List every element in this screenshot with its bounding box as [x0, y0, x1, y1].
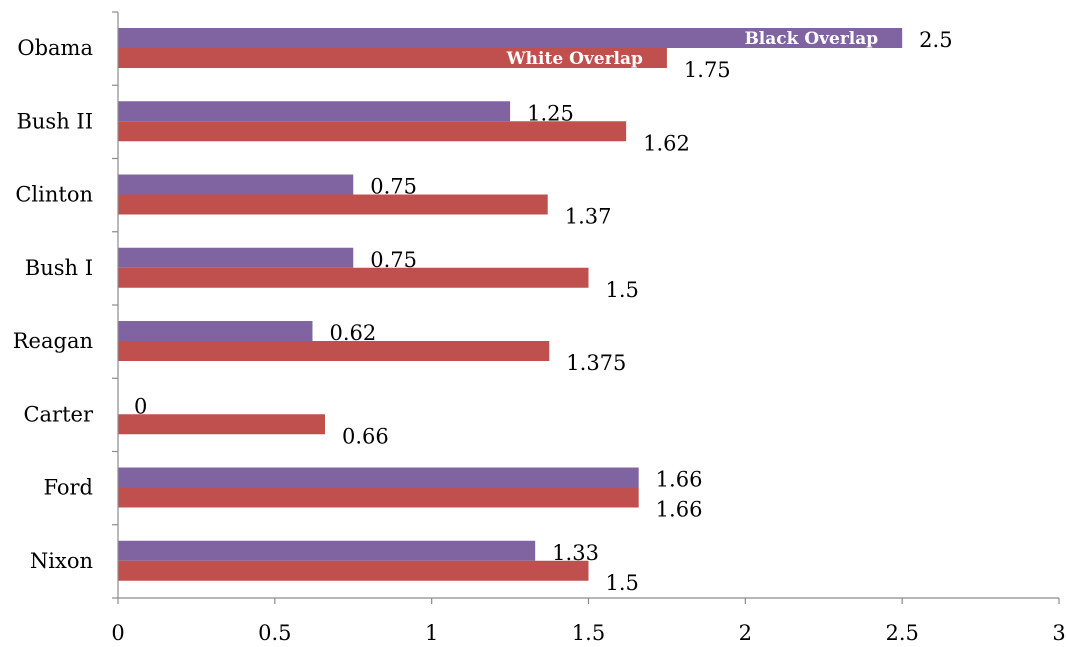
- value-label-white-overlap-nixon: 1.5: [606, 571, 639, 595]
- category-label-clinton: Clinton: [15, 183, 93, 207]
- bar-black-overlap-bush-ii: [118, 101, 511, 122]
- value-label-white-overlap-reagan: 1.375: [566, 351, 626, 375]
- category-label-bush-i: Bush I: [25, 256, 93, 280]
- bar-white-overlap-obama: [118, 48, 667, 68]
- series-name-label-black-overlap: Black Overlap: [744, 29, 878, 49]
- bar-black-overlap-obama: [118, 28, 903, 48]
- value-label-white-overlap-bush-i: 1.5: [606, 278, 639, 302]
- category-label-reagan: Reagan: [13, 329, 93, 353]
- bar-white-overlap-nixon: [118, 560, 589, 581]
- category-label-ford: Ford: [43, 476, 93, 500]
- bar-black-overlap-ford: [118, 467, 639, 488]
- x-tick-label: 0: [111, 621, 124, 645]
- value-label-white-overlap-clinton: 1.37: [565, 205, 612, 229]
- x-tick-label: 2: [739, 621, 752, 645]
- bar-black-overlap-clinton: [118, 174, 354, 195]
- bar-white-overlap-carter: [118, 414, 326, 435]
- value-label-white-overlap-bush-ii: 1.62: [643, 131, 690, 155]
- value-label-white-overlap-obama: 1.75: [684, 58, 731, 82]
- x-tick-label: 1.5: [572, 621, 605, 645]
- series-name-label-white-overlap: White Overlap: [506, 49, 643, 69]
- bar-white-overlap-clinton: [118, 194, 548, 215]
- x-tick-label: 0.5: [258, 621, 291, 645]
- value-label-white-overlap-carter: 0.66: [342, 424, 389, 448]
- value-label-black-overlap-ford: 1.66: [656, 468, 703, 492]
- bar-black-overlap-reagan: [118, 321, 313, 341]
- x-tick-label: 2.5: [885, 621, 918, 645]
- category-label-carter: Carter: [23, 402, 93, 426]
- value-label-black-overlap-carter: 0: [134, 394, 147, 418]
- bar-white-overlap-bush-ii: [118, 121, 627, 142]
- category-label-obama: Obama: [17, 36, 93, 60]
- value-label-black-overlap-obama: 2.5: [919, 28, 952, 52]
- value-label-white-overlap-ford: 1.66: [656, 498, 703, 522]
- x-tick-label: 3: [1052, 621, 1065, 645]
- bar-black-overlap-bush-i: [118, 247, 354, 268]
- bar-black-overlap-nixon: [118, 540, 536, 561]
- bar-white-overlap-reagan: [118, 341, 550, 361]
- category-label-nixon: Nixon: [30, 549, 93, 573]
- bar-white-overlap-bush-i: [118, 267, 589, 288]
- bar-white-overlap-ford: [118, 487, 639, 508]
- x-tick-label: 1: [425, 621, 438, 645]
- category-label-bush-ii: Bush II: [16, 109, 93, 133]
